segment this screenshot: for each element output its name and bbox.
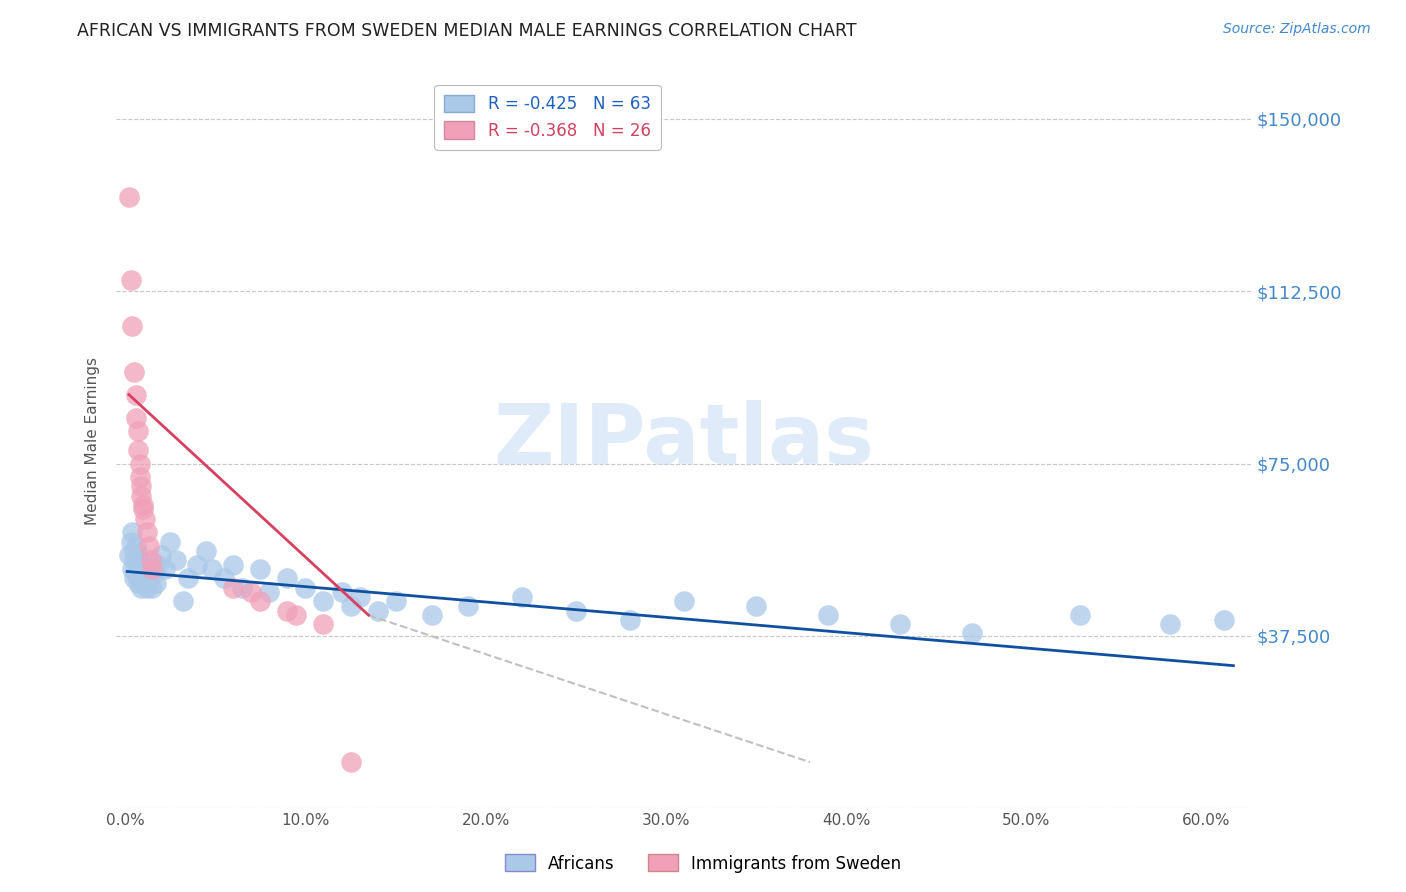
Point	[150, 549, 173, 563]
Point	[127, 549, 149, 563]
Point	[141, 581, 163, 595]
Point	[138, 539, 160, 553]
Point	[159, 534, 181, 549]
Point	[125, 410, 148, 425]
Point	[619, 613, 641, 627]
Point	[132, 498, 155, 512]
Point	[231, 581, 253, 595]
Point	[349, 590, 371, 604]
Point	[143, 566, 166, 581]
Point	[1069, 608, 1091, 623]
Point	[457, 599, 479, 613]
Point	[384, 594, 406, 608]
Point	[367, 603, 389, 617]
Text: ZIPatlas: ZIPatlas	[494, 400, 875, 481]
Point	[121, 562, 143, 576]
Point	[120, 273, 142, 287]
Point	[1159, 617, 1181, 632]
Point	[128, 571, 150, 585]
Point	[745, 599, 768, 613]
Point	[128, 457, 150, 471]
Point	[312, 594, 335, 608]
Point	[134, 571, 156, 585]
Point	[339, 599, 361, 613]
Point	[195, 543, 218, 558]
Point	[131, 479, 153, 493]
Point	[131, 566, 153, 581]
Point	[177, 571, 200, 585]
Point	[139, 562, 162, 576]
Text: Source: ZipAtlas.com: Source: ZipAtlas.com	[1223, 22, 1371, 37]
Point	[294, 581, 316, 595]
Point	[127, 576, 149, 591]
Point	[124, 553, 146, 567]
Point	[330, 585, 353, 599]
Point	[420, 608, 443, 623]
Point	[138, 571, 160, 585]
Point	[125, 539, 148, 553]
Point	[889, 617, 911, 632]
Point	[124, 365, 146, 379]
Point	[312, 617, 335, 632]
Point	[564, 603, 586, 617]
Point	[672, 594, 695, 608]
Point	[120, 534, 142, 549]
Point	[276, 571, 298, 585]
Point	[135, 525, 157, 540]
Y-axis label: Median Male Earnings: Median Male Earnings	[86, 357, 100, 524]
Point	[128, 470, 150, 484]
Point	[125, 558, 148, 572]
Point	[118, 549, 141, 563]
Point	[132, 576, 155, 591]
Point	[124, 543, 146, 558]
Point	[145, 576, 167, 591]
Point	[131, 581, 153, 595]
Legend: R = -0.425   N = 63, R = -0.368   N = 26: R = -0.425 N = 63, R = -0.368 N = 26	[434, 85, 661, 150]
Point	[222, 558, 245, 572]
Point	[960, 626, 983, 640]
Point	[124, 571, 146, 585]
Point	[121, 525, 143, 540]
Legend: Africans, Immigrants from Sweden: Africans, Immigrants from Sweden	[498, 847, 908, 880]
Point	[132, 502, 155, 516]
Point	[128, 558, 150, 572]
Point	[127, 562, 149, 576]
Point	[135, 581, 157, 595]
Point	[172, 594, 194, 608]
Point	[141, 562, 163, 576]
Point	[259, 585, 281, 599]
Point	[165, 553, 187, 567]
Point	[132, 562, 155, 576]
Point	[240, 585, 263, 599]
Point	[510, 590, 533, 604]
Point	[127, 425, 149, 439]
Point	[249, 594, 271, 608]
Point	[186, 558, 208, 572]
Point	[127, 442, 149, 457]
Point	[146, 558, 169, 572]
Point	[134, 558, 156, 572]
Point	[214, 571, 236, 585]
Point	[125, 387, 148, 401]
Point	[118, 190, 141, 204]
Point	[201, 562, 224, 576]
Point	[249, 562, 271, 576]
Point	[276, 603, 298, 617]
Point	[222, 581, 245, 595]
Text: AFRICAN VS IMMIGRANTS FROM SWEDEN MEDIAN MALE EARNINGS CORRELATION CHART: AFRICAN VS IMMIGRANTS FROM SWEDEN MEDIAN…	[77, 22, 856, 40]
Point	[121, 318, 143, 333]
Point	[139, 553, 162, 567]
Point	[339, 755, 361, 769]
Point	[131, 489, 153, 503]
Point	[153, 562, 176, 576]
Point	[285, 608, 308, 623]
Point	[1213, 613, 1236, 627]
Point	[817, 608, 839, 623]
Point	[134, 511, 156, 525]
Point	[125, 566, 148, 581]
